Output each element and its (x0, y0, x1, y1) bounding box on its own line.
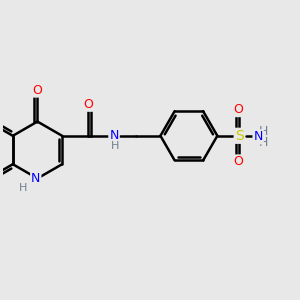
Text: N: N (31, 172, 40, 185)
Text: O: O (83, 98, 93, 111)
Text: O: O (233, 103, 243, 116)
Text: O: O (32, 84, 42, 97)
Text: S: S (235, 129, 244, 143)
Text: H: H (110, 141, 119, 151)
Text: H: H (259, 136, 268, 149)
Text: O: O (233, 155, 243, 168)
Text: H: H (19, 183, 28, 193)
Text: H: H (259, 125, 268, 138)
Text: N: N (254, 130, 263, 143)
Text: N: N (109, 129, 119, 142)
